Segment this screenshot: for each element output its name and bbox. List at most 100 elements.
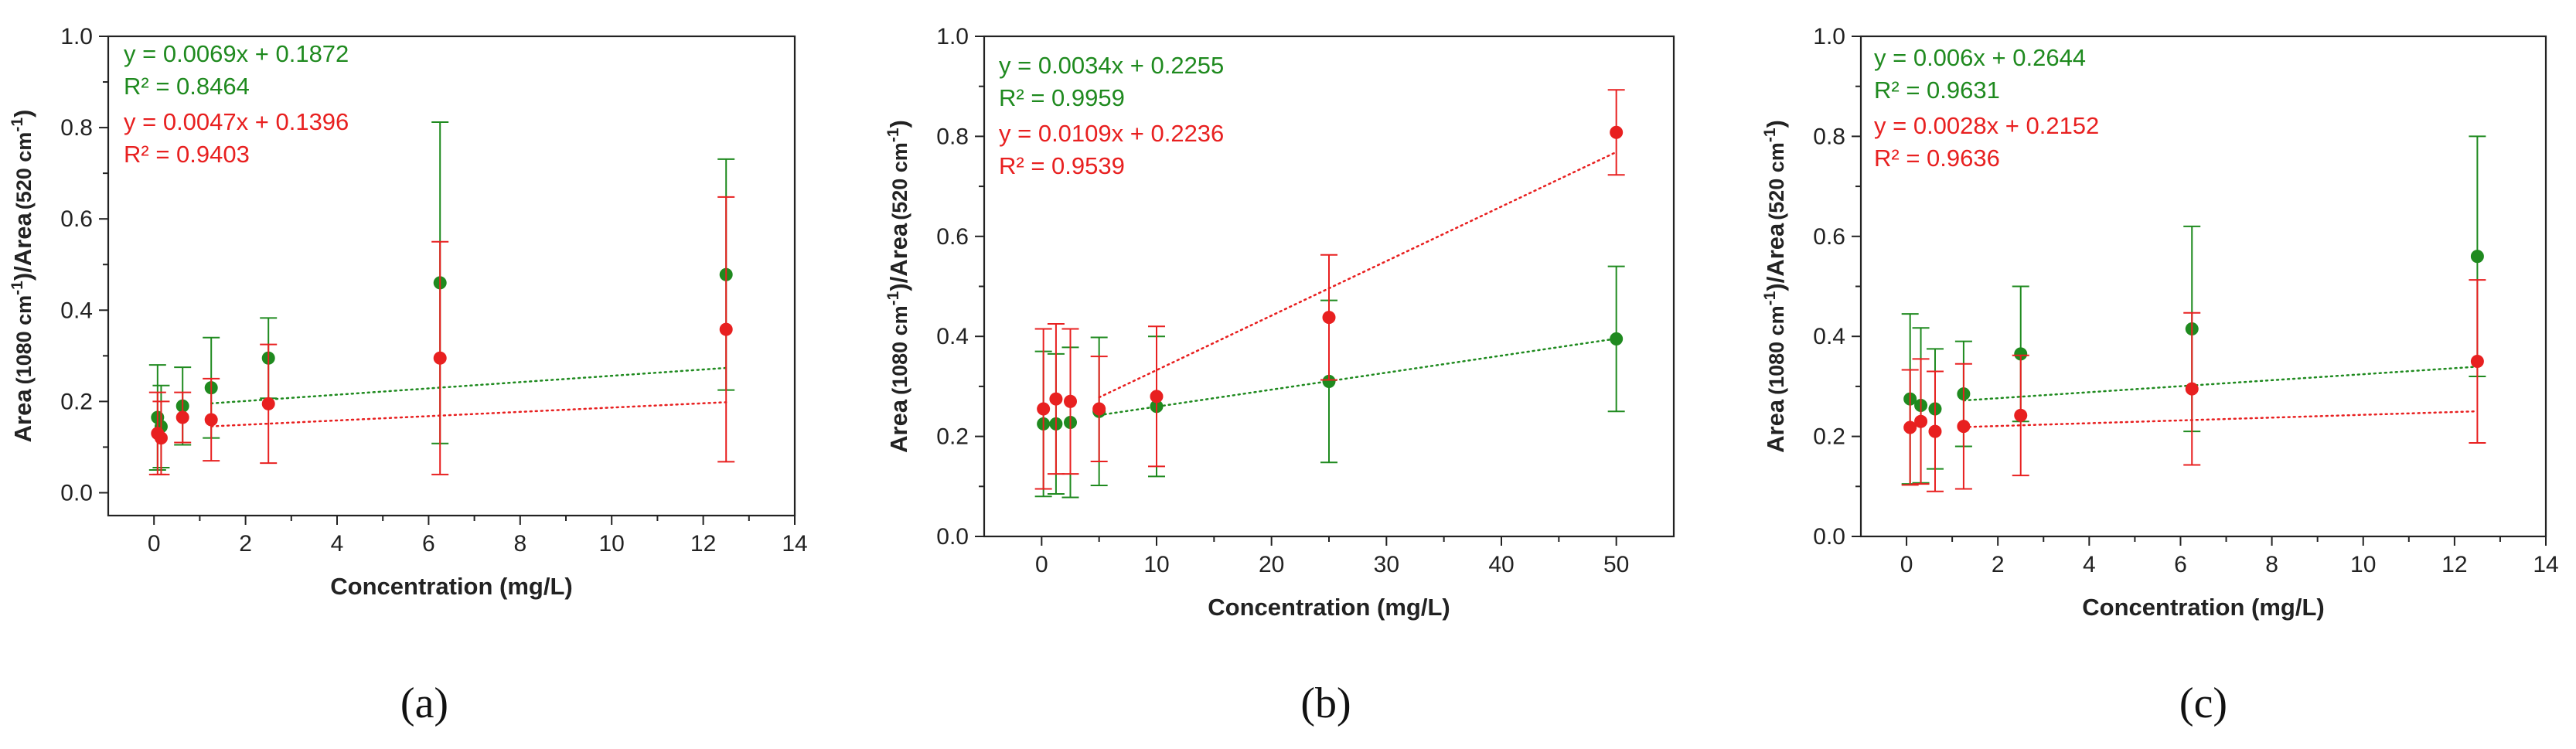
y-tick-label: 0.8 bbox=[60, 115, 93, 141]
x-tick-label: 2 bbox=[239, 531, 252, 557]
x-tick-label: 10 bbox=[2350, 552, 2376, 577]
fit-line-green bbox=[1962, 366, 2479, 402]
fit-equation-red: y = 0.0109x + 0.2236 bbox=[999, 120, 1224, 147]
y-tick-label: 0.4 bbox=[936, 324, 969, 349]
fit-equation-green: y = 0.006x + 0.2644 bbox=[1874, 44, 2086, 71]
data-point-red bbox=[2470, 355, 2484, 369]
chart-panel-1: 0 2 4 6 8 10 12 14 0.0 0.2 0.4 0.6 0.8 1.0 Concentrati… bbox=[9, 24, 808, 727]
x-tick-label: 10 bbox=[1143, 552, 1169, 577]
x-tick-label: 40 bbox=[1488, 552, 1514, 577]
y-tick-label: 1.0 bbox=[60, 24, 93, 49]
x-tick-label: 10 bbox=[599, 531, 625, 557]
data-point-red bbox=[719, 322, 733, 336]
y-tick-label: 0.6 bbox=[1813, 224, 1845, 250]
y-axis-title-part: (520 cm bbox=[12, 132, 36, 210]
y-axis-title-part: (1080 cm bbox=[888, 305, 911, 395]
y-tick-label: 0.6 bbox=[936, 224, 969, 250]
y-axis-title-part: -1 bbox=[9, 117, 26, 132]
data-point-red bbox=[261, 397, 275, 410]
panel-label: (a) bbox=[400, 679, 448, 727]
x-tick-label: 14 bbox=[2533, 552, 2558, 577]
y-axis-title-part: -1 bbox=[884, 291, 902, 305]
y-tick-label: 0.4 bbox=[1813, 324, 1845, 349]
chart-panel-3: 0 2 4 6 8 10 12 14 0.0 0.2 0.4 0.6 0.8 1.0 Concentrati… bbox=[1761, 24, 2559, 727]
r-squared-green: R² = 0.9631 bbox=[1874, 77, 2000, 104]
fit-equation-green: y = 0.0034x + 0.2255 bbox=[999, 52, 1224, 79]
y-tick-label: 0.4 bbox=[60, 298, 93, 323]
x-tick-label: 20 bbox=[1259, 552, 1284, 577]
panel-label: (c) bbox=[2179, 679, 2227, 727]
data-point-red bbox=[154, 431, 168, 445]
y-tick-label: 0.2 bbox=[936, 424, 969, 450]
y-axis-title-part: (1080 cm bbox=[1765, 305, 1788, 395]
r-squared-green: R² = 0.9959 bbox=[999, 84, 1125, 111]
fit-line-green bbox=[210, 366, 727, 405]
data-point-red bbox=[2185, 382, 2199, 396]
fit-line-red bbox=[210, 401, 727, 427]
y-tick-label: 0.2 bbox=[60, 389, 93, 414]
x-tick-label: 6 bbox=[422, 531, 435, 557]
data-point-red bbox=[2014, 408, 2028, 422]
data-point-red bbox=[433, 351, 447, 365]
plot-frame bbox=[107, 35, 796, 517]
y-axis-title-part: Area bbox=[885, 399, 912, 453]
x-tick-label: 2 bbox=[1992, 552, 2005, 577]
x-axis-title: Concentration (mg/L) bbox=[330, 573, 572, 600]
x-tick-label: 0 bbox=[1035, 552, 1048, 577]
y-axis-title-part: (1080 cm bbox=[12, 295, 36, 385]
data-point-red bbox=[1914, 414, 1928, 428]
y-tick-label: 0.2 bbox=[1813, 424, 1845, 450]
x-tick-label: 0 bbox=[148, 531, 161, 557]
x-tick-label: 30 bbox=[1374, 552, 1399, 577]
y-axis-title: Area(1080 cm-1)/Area(520 cm-1) bbox=[884, 120, 913, 453]
panel-label: (b) bbox=[1300, 679, 1351, 727]
y-axis-title-part: Area bbox=[1762, 399, 1789, 453]
data-point-green bbox=[2470, 250, 2484, 264]
x-tick-label: 6 bbox=[2174, 552, 2187, 577]
y-tick-label: 0.0 bbox=[1813, 524, 1845, 550]
data-point-red bbox=[1957, 420, 1971, 434]
y-axis-title-part: -1 bbox=[884, 128, 902, 142]
y-tick-label: 1.0 bbox=[1813, 24, 1845, 49]
data-point-red bbox=[1150, 390, 1164, 403]
fit-equation-red: y = 0.0028x + 0.2152 bbox=[1874, 112, 2099, 139]
y-axis-title-part: )/Area bbox=[885, 223, 912, 291]
x-tick-label: 50 bbox=[1603, 552, 1629, 577]
r-squared-red: R² = 0.9403 bbox=[124, 141, 250, 168]
data-point-red bbox=[1903, 420, 1917, 434]
data-point-red bbox=[175, 410, 189, 424]
x-tick-label: 12 bbox=[690, 531, 716, 557]
data-point-red bbox=[1092, 402, 1106, 416]
data-point-red bbox=[1037, 402, 1051, 416]
data-point-red bbox=[204, 413, 218, 427]
fit-line-red bbox=[1962, 410, 2479, 428]
x-tick-label: 8 bbox=[513, 531, 526, 557]
y-axis-title-part: )/Area bbox=[9, 212, 36, 281]
r-squared-red: R² = 0.9539 bbox=[999, 152, 1125, 179]
y-axis-title-part: -1 bbox=[1761, 128, 1779, 142]
data-point-red bbox=[1064, 394, 1077, 408]
x-tick-label: 4 bbox=[2083, 552, 2096, 577]
x-tick-label: 12 bbox=[2441, 552, 2467, 577]
y-tick-label: 0.6 bbox=[60, 206, 93, 232]
x-tick-label: 0 bbox=[1900, 552, 1913, 577]
y-axis-title-part: Area bbox=[9, 389, 36, 443]
y-axis-title: Area(1080 cm-1)/Area(520 cm-1) bbox=[1761, 120, 1790, 453]
fit-line-green bbox=[1098, 337, 1617, 417]
x-axis-title: Concentration (mg/L) bbox=[2082, 594, 2324, 621]
y-tick-label: 0.8 bbox=[1813, 124, 1845, 149]
data-point-red bbox=[1049, 392, 1063, 406]
fit-equation-green: y = 0.0069x + 0.1872 bbox=[124, 40, 349, 67]
data-point-red bbox=[1322, 311, 1336, 325]
y-tick-label: 0.0 bbox=[936, 524, 969, 550]
x-tick-label: 4 bbox=[331, 531, 344, 557]
x-tick-label: 14 bbox=[782, 531, 807, 557]
data-point-red bbox=[1610, 125, 1624, 139]
x-axis-title: Concentration (mg/L) bbox=[1208, 594, 1450, 621]
y-axis-title-part: -1 bbox=[1761, 291, 1779, 305]
y-axis-title-part: ) bbox=[885, 120, 912, 128]
y-axis-title-part: (520 cm bbox=[1765, 142, 1788, 220]
y-axis-title-part: ) bbox=[1762, 120, 1789, 128]
data-point-red bbox=[1928, 424, 1942, 438]
